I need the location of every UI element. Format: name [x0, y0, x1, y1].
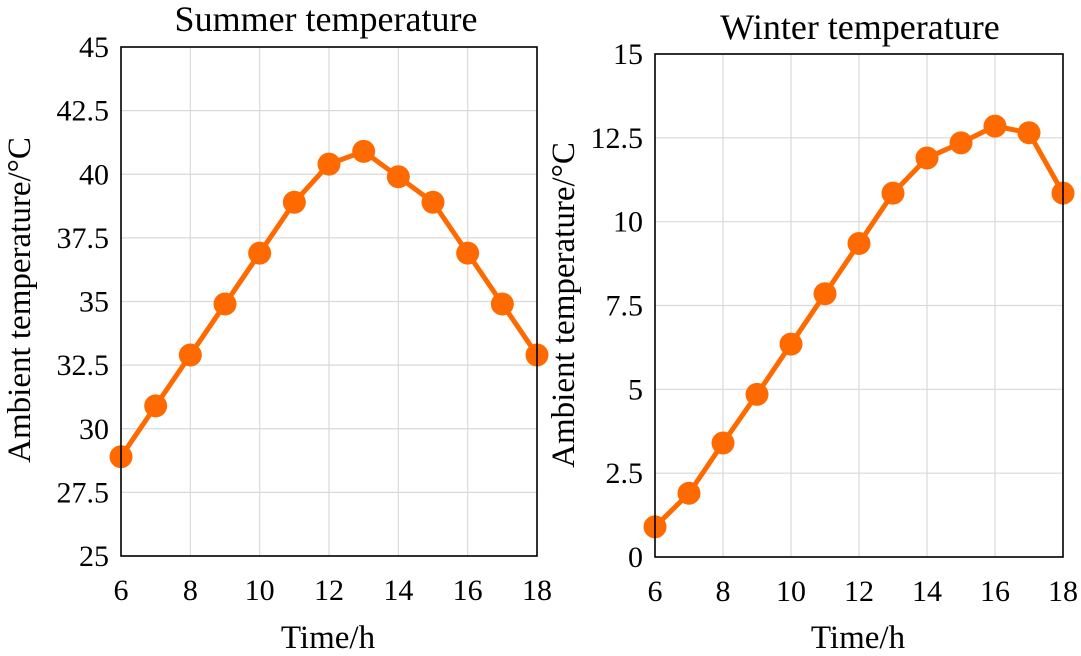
x-axis-label: Time/h — [281, 620, 376, 656]
x-ticks: 6 8 10 12 14 16 18 — [114, 574, 553, 607]
data-point — [144, 394, 168, 418]
y-tick-label: 2.5 — [606, 457, 644, 490]
summer-chart: Summer temperature Ambient temperature/°… — [2, 0, 552, 656]
y-tick-label: 30 — [79, 413, 109, 446]
y-ticks: 0 2.5 5 7.5 10 12.5 15 — [591, 38, 644, 574]
data-point — [813, 282, 837, 306]
x-tick-label: 14 — [383, 574, 413, 607]
y-tick-label: 12.5 — [591, 122, 644, 155]
x-tick-label: 12 — [844, 575, 874, 608]
series — [643, 114, 1075, 539]
data-point — [983, 114, 1007, 138]
data-point — [677, 481, 701, 505]
data-point — [386, 165, 410, 189]
data-point — [915, 146, 939, 170]
data-point — [282, 190, 306, 214]
data-point — [847, 231, 871, 255]
chart-title: Winter temperature — [720, 7, 999, 47]
x-tick-label: 14 — [912, 575, 942, 608]
plot-frame — [654, 53, 1064, 558]
y-tick-label: 27.5 — [57, 476, 110, 509]
x-tick-label: 16 — [980, 575, 1010, 608]
x-tick-label: 10 — [776, 575, 806, 608]
data-point — [949, 131, 973, 155]
grid — [120, 46, 538, 557]
data-point — [178, 343, 202, 367]
data-point — [352, 139, 376, 163]
x-axis-label: Time/h — [811, 620, 906, 656]
data-point — [779, 332, 803, 356]
x-tick-label: 16 — [453, 574, 483, 607]
data-point — [456, 241, 480, 265]
y-tick-label: 32.5 — [57, 349, 110, 382]
chart-title: Summer temperature — [175, 0, 478, 39]
x-ticks: 6 8 10 12 14 16 18 — [648, 575, 1079, 608]
data-point — [881, 181, 905, 205]
data-point — [490, 292, 514, 316]
plot-frame — [120, 46, 538, 557]
data-point — [248, 241, 272, 265]
y-tick-label: 37.5 — [57, 222, 110, 255]
y-tick-label: 40 — [79, 158, 109, 191]
data-point — [317, 152, 341, 176]
data-point — [421, 190, 445, 214]
y-tick-label: 10 — [613, 206, 643, 239]
y-tick-label: 45 — [79, 31, 109, 64]
y-tick-label: 0 — [628, 541, 643, 574]
x-tick-label: 18 — [1048, 575, 1078, 608]
x-tick-label: 8 — [716, 575, 731, 608]
y-tick-label: 5 — [628, 373, 643, 406]
y-tick-label: 15 — [613, 38, 643, 71]
data-point — [745, 382, 769, 406]
y-ticks: 25 27.5 30 32.5 35 37.5 40 42.5 45 — [57, 31, 110, 573]
x-tick-label: 12 — [314, 574, 344, 607]
x-tick-label: 18 — [522, 574, 552, 607]
x-tick-label: 6 — [114, 574, 129, 607]
x-tick-label: 6 — [648, 575, 663, 608]
y-tick-label: 25 — [79, 540, 109, 573]
data-point — [1017, 121, 1041, 145]
data-point — [711, 431, 735, 455]
y-axis-label: Ambient temperature/°C — [546, 142, 582, 468]
winter-chart: Winter temperature Ambient temperature/°… — [546, 7, 1078, 656]
y-tick-label: 42.5 — [57, 95, 110, 128]
series — [109, 139, 549, 469]
y-tick-label: 35 — [79, 286, 109, 319]
y-tick-label: 7.5 — [606, 290, 644, 323]
y-axis-label: Ambient temperature/°C — [2, 137, 38, 463]
x-tick-label: 8 — [183, 574, 198, 607]
x-tick-label: 10 — [245, 574, 275, 607]
data-point — [213, 292, 237, 316]
